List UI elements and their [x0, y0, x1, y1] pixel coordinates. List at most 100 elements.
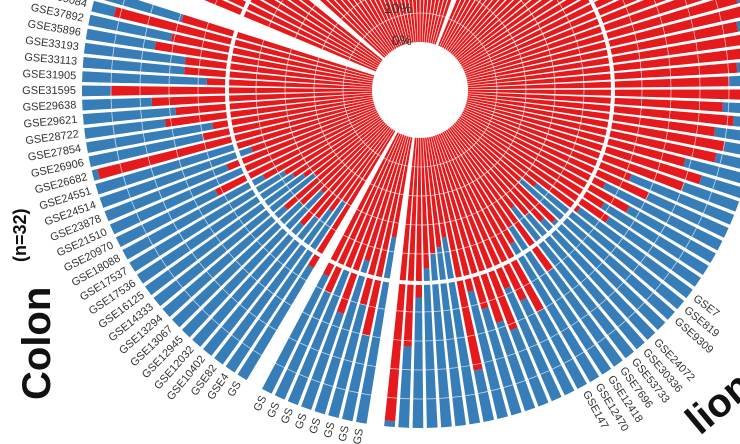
bar-segment-red [412, 0, 418, 43]
bar-segment-blue [728, 75, 740, 87]
bar-segment-red [226, 107, 376, 171]
sample-label: GSE33193 [24, 35, 79, 54]
bar-segment-red [234, 103, 375, 150]
bar-segment-blue [85, 28, 157, 50]
sample-label: GS [279, 406, 296, 425]
bar-segment-red [467, 97, 725, 152]
bar-segment-red [447, 128, 554, 272]
bar-segment-blue [287, 267, 351, 406]
sample-labels-layer: GSE39582GSE39084GSE37892GSE35896GSE33193… [22, 0, 721, 444]
bar-segment-blue [713, 127, 740, 141]
bar-segment-red [438, 133, 511, 290]
bar-segment-red [202, 99, 374, 141]
sample-label: GSE31595 [22, 85, 76, 97]
bar-segment-blue [83, 42, 186, 65]
bar-segment-red [328, 128, 392, 212]
bar-segment-blue [91, 0, 117, 17]
bar-segment-red [424, 0, 432, 43]
tick-label-10: 10% [384, 0, 412, 16]
bar-segment-red [391, 137, 413, 238]
bar-segment-blue [509, 241, 600, 383]
bar-segment-red [362, 136, 411, 336]
bar-segment-blue [129, 170, 287, 272]
bar-segment-red [460, 0, 578, 67]
bar-segment-red [464, 107, 632, 181]
bar-segment-blue [82, 57, 185, 75]
bar-segment-red [440, 132, 527, 302]
bar-segment-blue [645, 192, 729, 238]
bar-segment-red [456, 119, 537, 187]
bar-segment-red [430, 0, 443, 44]
bar-segment-blue [520, 297, 575, 396]
bar-segment-red [409, 0, 416, 43]
bar-segment-red [427, 137, 447, 238]
bar-segment-red [428, 0, 439, 44]
bar-segment-red [204, 0, 377, 72]
group-count-colon: (n=32) [10, 208, 30, 262]
bar-segment-red [170, 33, 374, 81]
bar-segment-red [454, 0, 521, 58]
gridline [110, 0, 730, 400]
bar-segment-blue [736, 20, 740, 32]
bar-segment-red [425, 137, 442, 248]
bar-segment-red [393, 0, 408, 44]
bar-segment-red [422, 0, 428, 43]
bar-segment-red [328, 0, 387, 57]
bar-segment-red [459, 116, 610, 223]
bar-segment-red [277, 0, 381, 65]
bar-segment-red [111, 85, 373, 96]
bar-segment-red [448, 0, 492, 53]
bar-segment-blue [86, 122, 214, 153]
bar-segment-blue [602, 182, 723, 251]
bar-segment-blue [736, 62, 740, 73]
bar-segment-red [319, 0, 386, 58]
bar-segment-red [460, 114, 605, 209]
bar-segment-blue [533, 183, 685, 310]
bar-segment-blue [104, 164, 229, 222]
bar-segment-red [432, 135, 489, 310]
sample-label: GS [322, 421, 338, 439]
bar-segment-red [465, 0, 738, 78]
bar-segment-blue [600, 202, 709, 275]
bar-segment-blue [473, 368, 495, 422]
bar-segment-red [458, 0, 551, 63]
bar-segment-red [227, 0, 378, 70]
gridline [255, 0, 585, 255]
bar-segment-blue [736, 0, 740, 4]
bar-segment-red [463, 109, 650, 200]
bar-segment-blue [722, 141, 740, 155]
bar-segment-blue [84, 119, 166, 139]
bar-segment-red [215, 110, 378, 196]
bar-segment-red [250, 105, 376, 153]
bar-segment-red [467, 48, 740, 86]
bar-segment-red [365, 0, 397, 49]
bar-segment-red [444, 130, 515, 245]
bar-segment-blue [605, 216, 701, 287]
bar-segment-blue [81, 85, 112, 97]
bar-segment-red [290, 0, 382, 63]
bar-segment-red [359, 136, 409, 306]
bar-segment-blue [192, 221, 304, 347]
bar-segment-blue [225, 200, 346, 373]
bar-segment-blue [540, 218, 656, 340]
bar-segment-blue [467, 290, 508, 419]
bar-segment-red [420, 0, 424, 43]
sample-label: GS [351, 428, 366, 444]
bars-layer [81, 0, 740, 428]
bar-segment-blue [82, 97, 153, 111]
bar-segment-blue [91, 169, 101, 181]
bar-segment-red [342, 129, 394, 203]
bar-segment-red [175, 93, 373, 116]
bar-segment-red [467, 95, 716, 137]
bar-segment-red [467, 91, 723, 112]
bar-segment-red [467, 89, 740, 100]
bar-segment-blue [732, 116, 740, 127]
bar-segment-red [364, 135, 407, 262]
bar-segment-red [324, 133, 401, 294]
bar-segment-blue [95, 143, 237, 195]
bar-segment-red [292, 116, 381, 178]
bar-segment-red [262, 112, 379, 180]
bar-segment-blue [536, 308, 587, 390]
gridline [313, 0, 527, 197]
sample-label: GSE31905 [22, 68, 76, 82]
